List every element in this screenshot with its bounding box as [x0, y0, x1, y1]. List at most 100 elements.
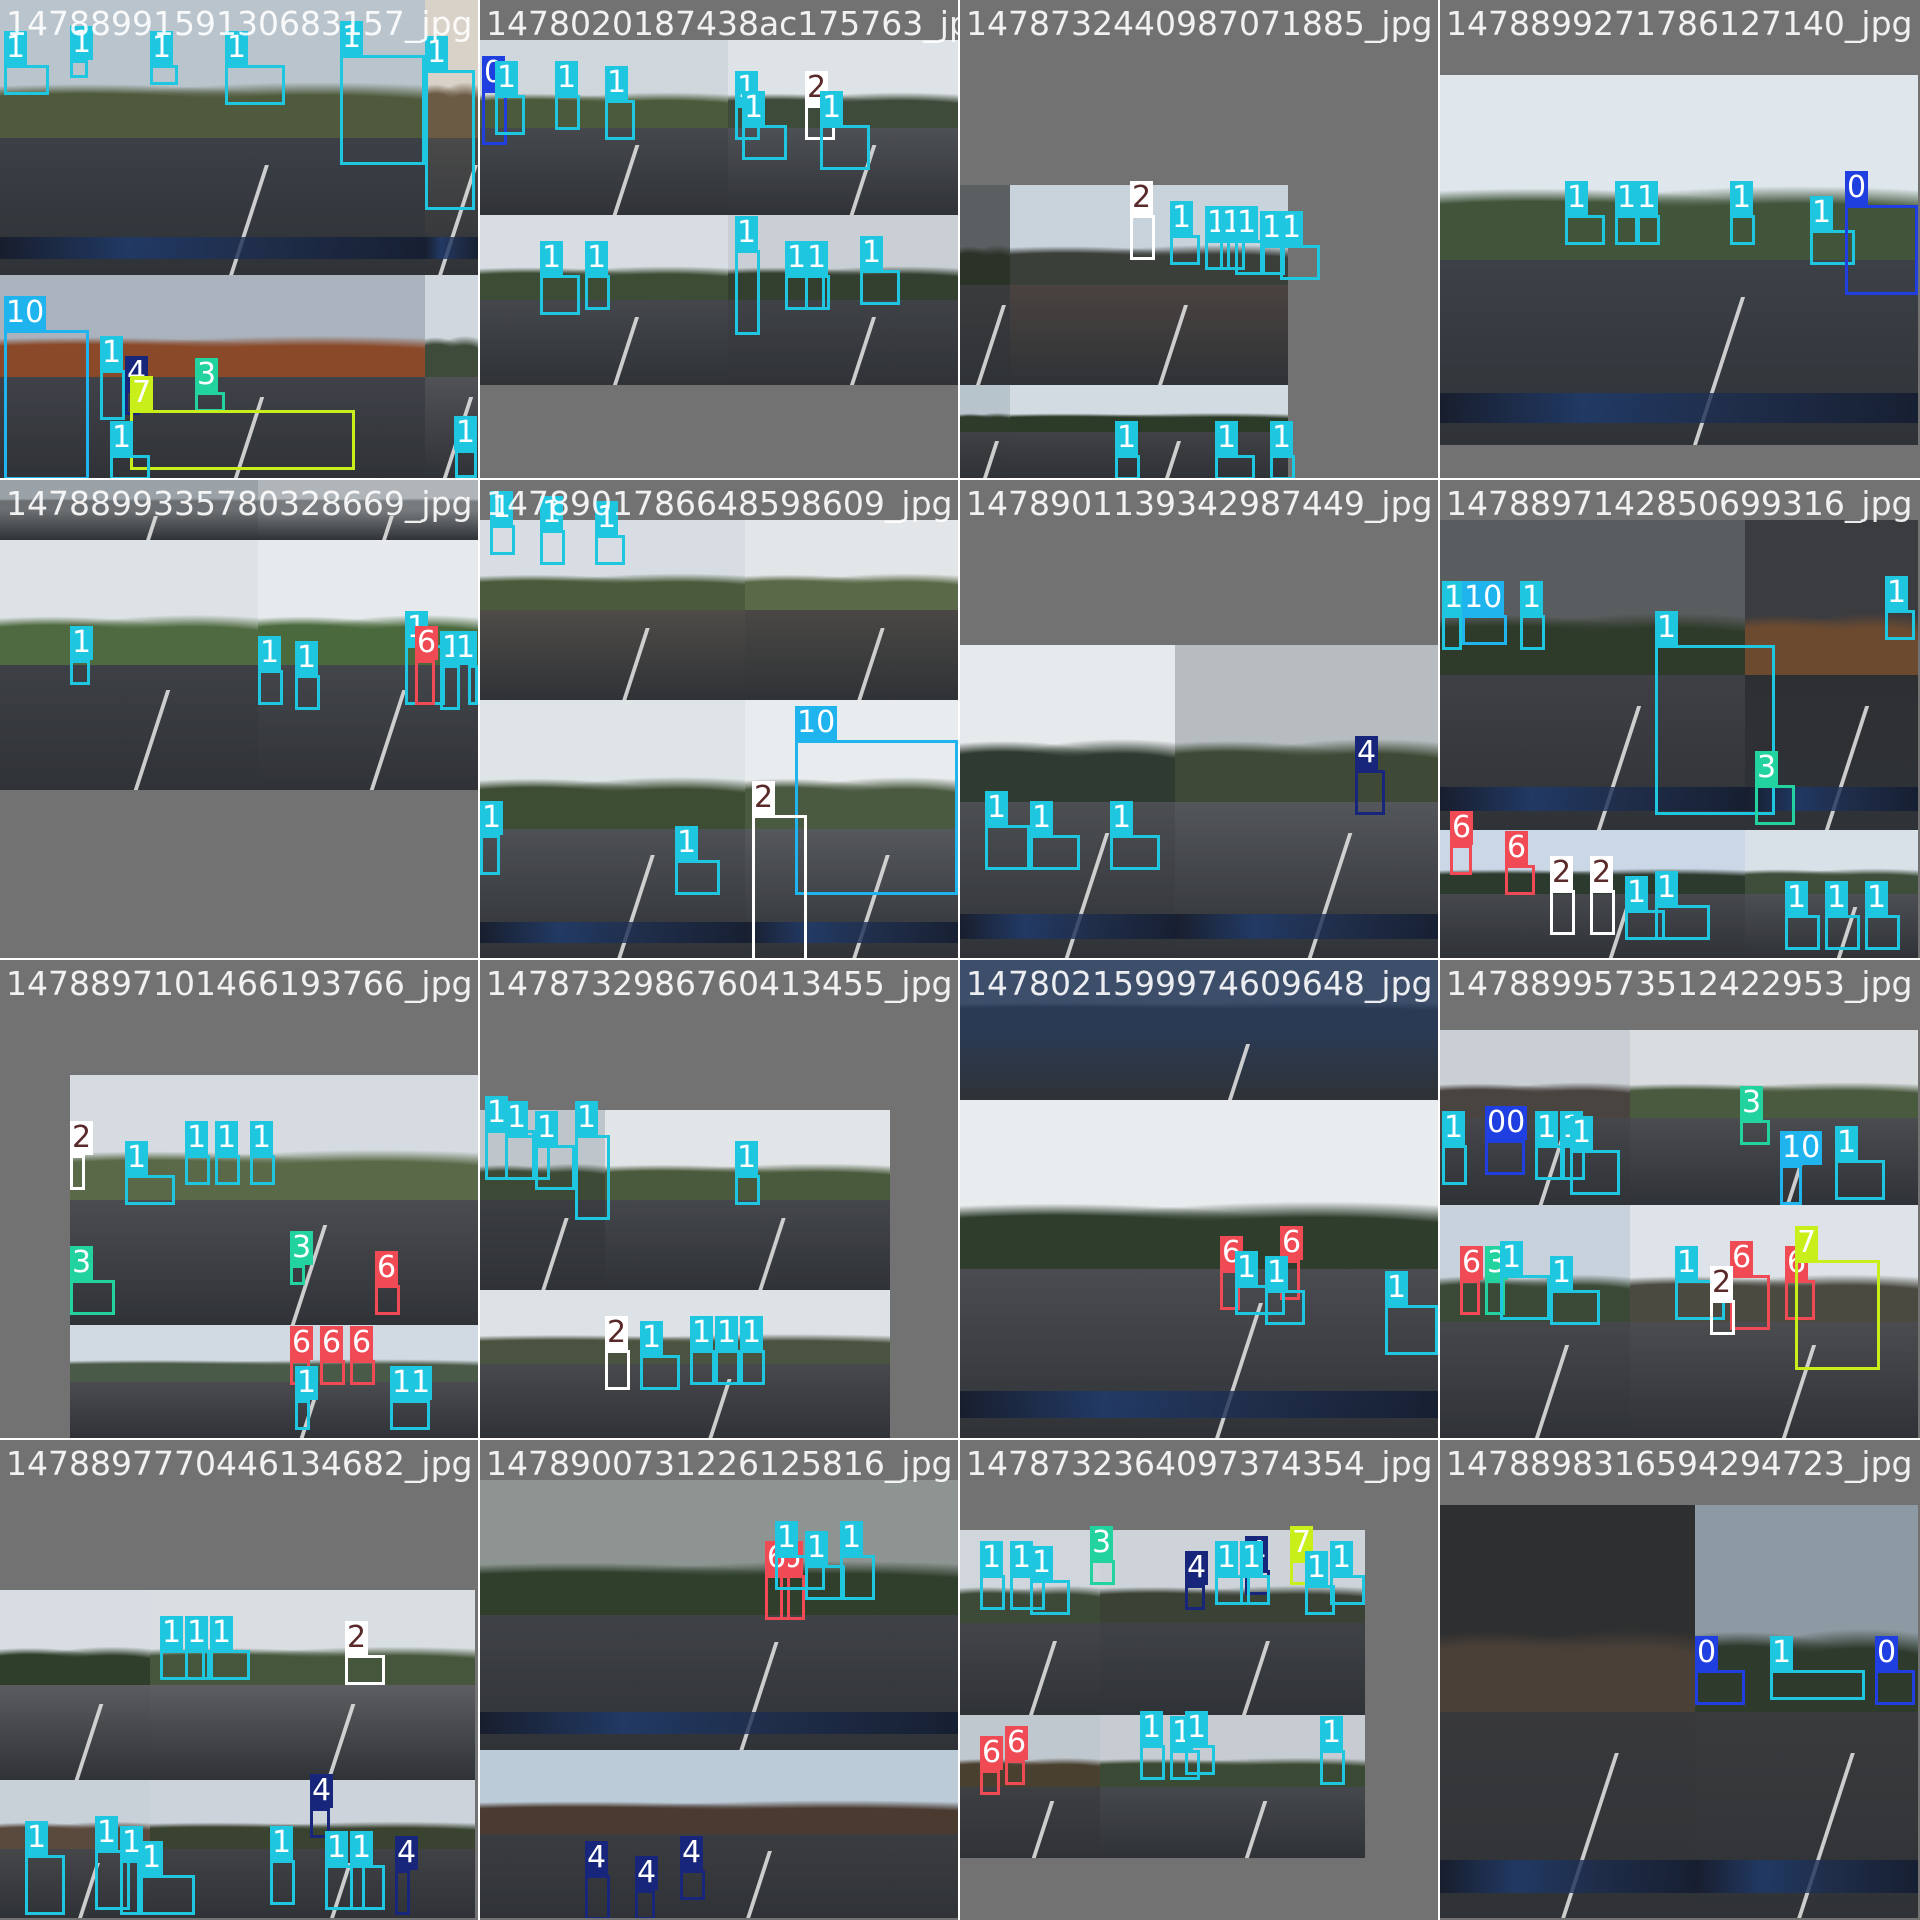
detection-box	[1205, 240, 1230, 270]
detection-class-label: 1	[1500, 1240, 1524, 1275]
detection-class-label: 1	[160, 1615, 184, 1650]
detection-box	[1625, 910, 1665, 940]
detection-box	[980, 1575, 1005, 1610]
tile-filename: 1478897770446134682_jpg	[6, 1444, 473, 1483]
detection-box	[575, 1135, 610, 1220]
detection-box	[225, 65, 285, 105]
detection-class-label: 1	[1235, 205, 1259, 240]
detection-class-label: 1	[1730, 180, 1754, 215]
detection-class-label: 1	[1115, 420, 1139, 455]
detection-box	[290, 1265, 305, 1285]
detection-class-label: 6	[1005, 1725, 1029, 1760]
street-photo	[605, 1110, 890, 1290]
detection-class-label: 6	[1505, 830, 1529, 865]
detection-class-label: 2	[1550, 855, 1574, 890]
detection-box	[1570, 1150, 1620, 1195]
detection-class-label: 1	[1215, 420, 1239, 455]
detection-box	[1110, 835, 1160, 870]
detection-class-label: 2	[605, 1315, 629, 1350]
detection-box	[585, 275, 610, 310]
detection-box	[1655, 645, 1775, 815]
detection-box	[1505, 865, 1535, 895]
mosaic-tile: 1 10 1 1 1 3 6 6 2 2 1 1 1 1 1 1478897142850699316_jpg	[1440, 480, 1918, 958]
detection-box	[1655, 905, 1710, 940]
detection-class-label: 1	[140, 1840, 164, 1875]
detection-box	[1235, 240, 1265, 275]
detection-box	[215, 1155, 240, 1185]
street-photo	[480, 1750, 958, 1918]
detection-box	[1355, 770, 1385, 815]
detection-class-label: 1	[740, 1315, 764, 1350]
detection-class-label: 1	[495, 60, 519, 95]
street-photo	[0, 480, 258, 540]
detection-class-label: 00	[1485, 1105, 1528, 1140]
mosaic-tile: 2 1 1 1 1 3 3 6 6 6 6 1 11 1478897101466193766_jpg	[0, 960, 478, 1438]
detection-box	[1462, 615, 1507, 645]
detection-class-label: 1	[425, 35, 449, 70]
detection-box	[468, 665, 478, 705]
detection-class-label: 2	[1130, 180, 1154, 215]
detection-box	[1770, 1670, 1865, 1700]
detection-class-label: 6	[1450, 810, 1474, 845]
detection-box	[1865, 915, 1900, 950]
detection-class-label: 1	[1615, 180, 1639, 215]
tile-divider	[1438, 0, 1440, 1920]
street-photo	[1440, 830, 1745, 958]
detection-box	[120, 1860, 140, 1915]
detection-class-label: 1	[295, 640, 319, 675]
detection-class-label: 10	[4, 295, 47, 330]
street-photo	[480, 1290, 890, 1438]
mosaic-tile: 1 1 1 1 1 2 1 1 1 1 1478732986760413455_jpg	[480, 960, 958, 1438]
detection-box	[350, 1360, 375, 1385]
detection-class-label: 10	[1780, 1130, 1823, 1165]
detection-box	[635, 1890, 655, 1918]
detection-box	[1520, 615, 1545, 650]
detection-class-label: 1	[1320, 1715, 1344, 1750]
detection-box	[1590, 890, 1615, 935]
detection-box	[605, 100, 635, 140]
detection-class-label: 1	[120, 1825, 144, 1860]
tile-filename: 1478899271786127140_jpg	[1446, 4, 1913, 43]
detection-class-label: 1	[1885, 575, 1909, 610]
street-photo	[960, 960, 1438, 1100]
detection-class-label: 1	[1635, 180, 1659, 215]
detection-class-label: 4	[1355, 735, 1379, 770]
detection-box	[1795, 1260, 1880, 1370]
detection-box	[680, 1870, 705, 1900]
detection-class-label: 1	[505, 1100, 529, 1135]
detection-class-label: 1	[715, 1315, 739, 1350]
detection-class-label: 1	[1835, 1125, 1859, 1160]
detection-box	[805, 275, 830, 310]
detection-box	[4, 65, 49, 95]
detection-box	[775, 1555, 825, 1590]
detection-class-label: 1	[70, 625, 94, 660]
detection-class-label: 1	[25, 1820, 49, 1855]
detection-box	[735, 250, 760, 335]
detection-class-label: 1	[775, 1520, 799, 1555]
detection-box	[605, 1350, 630, 1390]
detection-box	[1215, 455, 1255, 478]
detection-box	[1740, 1120, 1770, 1145]
detection-box	[490, 525, 515, 555]
tile-filename: 1478021599974609648_jpg	[966, 964, 1433, 1003]
detection-box	[415, 660, 435, 705]
detection-box	[1460, 1280, 1480, 1315]
detection-box	[1265, 1290, 1305, 1325]
detection-box	[185, 1155, 210, 1185]
detection-class-label: 10	[795, 705, 838, 740]
detection-box	[1115, 455, 1140, 478]
detection-class-label: 6	[1730, 1240, 1754, 1275]
detection-class-label: 1	[1140, 1710, 1164, 1745]
detection-box	[1810, 230, 1855, 265]
detection-box	[1730, 1275, 1770, 1330]
tile-divider	[0, 958, 1920, 960]
detection-class-label: 6	[980, 1735, 1004, 1770]
detection-class-label: 1	[110, 420, 134, 455]
detection-box	[1270, 455, 1295, 478]
detection-box	[1140, 1745, 1165, 1780]
detection-box	[1090, 1560, 1115, 1585]
detection-class-label: 1	[4, 30, 28, 65]
detection-box	[70, 1155, 85, 1190]
detection-box	[1835, 1160, 1885, 1200]
detection-box	[390, 1400, 430, 1430]
